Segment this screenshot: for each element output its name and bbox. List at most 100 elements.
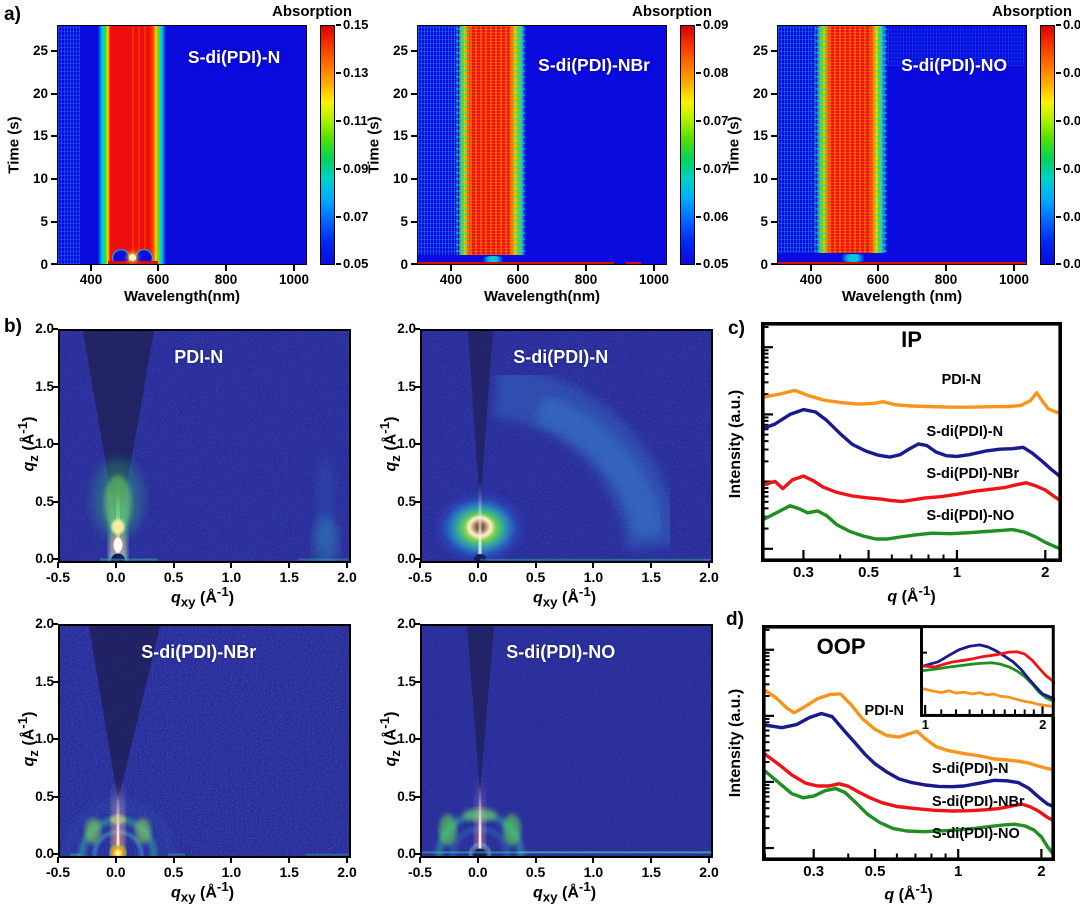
detector-wedge — [467, 626, 494, 792]
x-tick-label: 0.5 — [864, 863, 886, 880]
x-tick — [114, 562, 117, 568]
y-tick — [414, 680, 420, 683]
uvvis-heatmap-2: S-di(PDI)-NBr — [417, 25, 667, 265]
oop-inset: 1 2 — [920, 625, 1055, 732]
y-tick-label: 10 — [752, 171, 768, 187]
y-tick-label: 15 — [32, 128, 48, 144]
x-tick-label: 600 — [506, 272, 530, 287]
x-tick-label: 2.0 — [699, 569, 719, 585]
band-fringe — [513, 26, 525, 264]
late-time-noise — [882, 26, 1026, 67]
cb-tick — [336, 72, 341, 74]
y-tick — [411, 49, 417, 52]
y-tick-label: 0 — [400, 257, 408, 272]
y-tick-label: 0.0 — [397, 846, 416, 861]
t0-line — [626, 261, 642, 264]
cb-tick — [1056, 120, 1061, 122]
x-tick — [476, 857, 479, 863]
curve-S-di(PDI)-NBr — [920, 650, 1055, 684]
y-tick-label: 0 — [40, 257, 48, 272]
x-tick-label: 0.5 — [163, 864, 184, 880]
cb-tick-label: 0.09 — [703, 17, 729, 32]
x-tick — [172, 562, 175, 568]
ring-arc — [503, 814, 521, 846]
y-tick-label: 1.5 — [35, 673, 54, 689]
x-tick-label: 1.5 — [641, 864, 661, 880]
y-tick — [51, 263, 57, 265]
curve-S-di(PDI)-NBr — [762, 750, 1055, 824]
curve-S-di(PDI)-N — [762, 711, 1055, 809]
x-axis-label: q (Å-1) — [884, 881, 933, 904]
cb-tick-label: 0.07 — [343, 209, 369, 224]
panel-c-label: c) — [728, 318, 745, 339]
noise-region — [58, 26, 81, 264]
cb-tick-label: 0.04 — [1063, 113, 1080, 128]
specular-streak — [478, 481, 482, 561]
x-tick — [476, 562, 479, 568]
y-tick-label: 10 — [32, 171, 48, 187]
diffuse-arc — [534, 394, 665, 539]
plot-title: OOP — [816, 634, 866, 660]
cb-tick — [1056, 263, 1061, 265]
x-tick — [157, 265, 159, 271]
colorbar-title: Absorption — [272, 3, 352, 20]
x-tick — [650, 857, 653, 863]
panel-a-label: a) — [4, 4, 21, 25]
y-tick — [51, 92, 57, 95]
oop-chart-canvas — [762, 625, 1055, 861]
y-tick — [52, 680, 58, 683]
y-tick-label: 15 — [392, 128, 408, 144]
band-start-gap — [778, 253, 1026, 264]
x-tick-label: -0.5 — [45, 569, 71, 585]
giwaxs-map-pdi-n: PDI-N — [58, 329, 351, 563]
bragg-spot — [111, 519, 125, 535]
giwaxs-cell-pdi-n: qz (Å-1) 2.0 1.5 1.0 0.5 0.0 — [0, 312, 358, 610]
cb-tick — [336, 168, 341, 170]
giwaxs-cell-sdipdi-no: qz (Å-1) 2.0 1.5 1.0 0.5 0.0 — [358, 607, 718, 904]
y-tick-label: 15 — [752, 128, 768, 144]
curve-label: PDI-N — [864, 702, 905, 719]
cb-tick — [696, 120, 701, 122]
y-tick-label: 2.0 — [35, 321, 54, 336]
cb-tick — [1056, 72, 1061, 74]
panel-d-label: d) — [726, 609, 744, 630]
y-tick-label: 2.0 — [397, 321, 416, 336]
y-tick — [771, 135, 777, 138]
y-tick-label: 0.0 — [397, 551, 416, 566]
oop-plot: OOP PDI-N S-di(PDI)-N S-di(PDI)-NBr S-di… — [762, 625, 1055, 861]
cb-tick-label: 0.13 — [343, 65, 369, 80]
x-axis-label: qxy (Å-1) — [170, 879, 235, 904]
y-tick — [51, 49, 57, 52]
y-tick — [51, 221, 57, 224]
cb-tick — [696, 72, 701, 74]
t0-line — [418, 261, 614, 264]
giwaxs-cell-sdipdi-n: qz (Å-1) 2.0 1.5 1.0 0.5 0.0 — [358, 312, 719, 610]
giwaxs-canvas — [60, 331, 349, 561]
y-tick — [51, 135, 57, 138]
y-tick — [414, 795, 420, 798]
oop-inset-canvas — [920, 625, 1055, 717]
curve-PDI-N — [920, 686, 1055, 709]
x-tick-label: 2 — [1041, 564, 1050, 581]
uvvis-heatmap-1: S-di(PDI)-N — [57, 25, 307, 265]
y-tick-label: 5 — [400, 214, 408, 230]
y-axis-label: Time (s) — [365, 116, 383, 174]
specular-streak-core — [116, 792, 120, 856]
map-title: S-di(PDI)-N — [513, 347, 609, 368]
y-tick — [411, 178, 417, 181]
x-tick — [114, 857, 117, 863]
band-start-gap — [418, 255, 666, 264]
panel-d: d) Intensity (a.u.) OOP PDI-N S-di(PDI)-… — [718, 607, 1080, 904]
curve-S-di(PDI)-N — [920, 643, 1055, 701]
giwaxs-map-sdipdi-no: S-di(PDI)-NO — [420, 624, 713, 858]
cb-tick — [1056, 24, 1061, 26]
colorbar — [680, 25, 695, 265]
detector-wedge — [83, 331, 154, 535]
y-tick — [52, 385, 58, 388]
y-tick-label: 5 — [40, 214, 48, 230]
x-tick-label: 1.0 — [221, 864, 242, 880]
colorbar-title: Absorption — [632, 3, 712, 20]
cb-tick-label: 0.06 — [703, 209, 729, 224]
x-tick-label: 1.0 — [583, 569, 604, 585]
x-tick-label: 0.5 — [163, 569, 184, 585]
